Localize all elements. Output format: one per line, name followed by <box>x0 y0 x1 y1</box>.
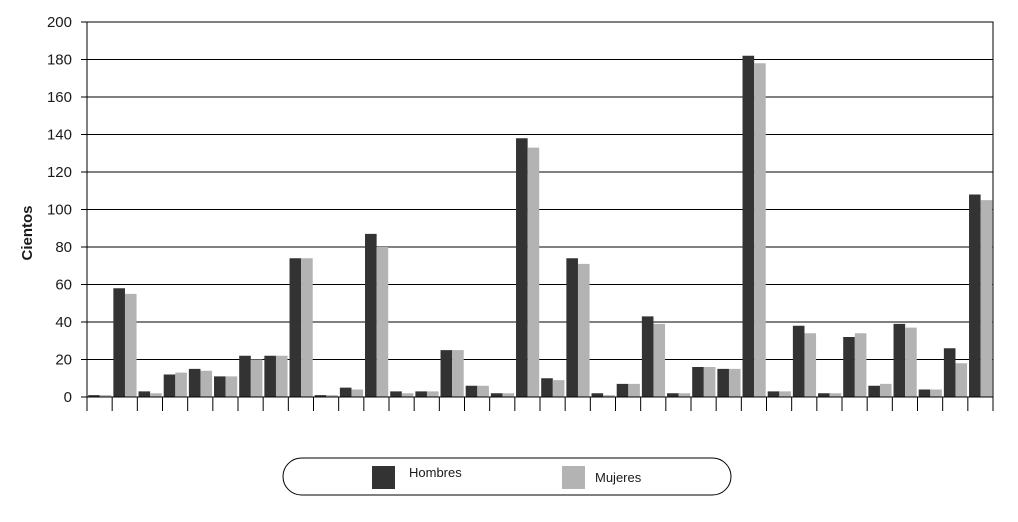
bar-mujeres-21 <box>628 383 640 398</box>
bar-hombres-35 <box>969 194 981 397</box>
y-tick-label: 20 <box>55 352 72 369</box>
bar-mujeres-17 <box>527 147 540 398</box>
bars <box>88 55 993 398</box>
legend-label-mujeres: Mujeres <box>595 470 642 485</box>
bar-hombres-6 <box>239 355 251 397</box>
bar-hombres-30 <box>843 337 855 397</box>
bar-hombres-7 <box>264 355 276 397</box>
bar-mujeres-29 <box>829 393 842 397</box>
bar-hombres-25 <box>717 368 729 398</box>
bar-hombres-0 <box>88 395 100 398</box>
bar-mujeres-10 <box>351 389 364 397</box>
bar-hombres-5 <box>214 376 226 398</box>
bar-hombres-15 <box>465 385 478 397</box>
bar-hombres-34 <box>943 348 956 397</box>
bar-hombres-24 <box>692 367 704 397</box>
bar-mujeres-20 <box>603 395 615 398</box>
bar-mujeres-18 <box>552 380 565 398</box>
y-tick-label: 140 <box>47 127 72 144</box>
bar-mujeres-27 <box>779 391 791 398</box>
bar-hombres-16 <box>490 393 503 397</box>
y-axis-title: Cientos <box>19 205 36 260</box>
bar-hombres-18 <box>541 378 553 397</box>
bar-mujeres-31 <box>879 383 892 398</box>
bar-mujeres-24 <box>703 367 716 397</box>
y-tick-label: 180 <box>47 52 72 69</box>
bar-mujeres-6 <box>250 359 263 397</box>
bar-hombres-14 <box>440 350 453 398</box>
bar-mujeres-2 <box>150 393 162 397</box>
bar-mujeres-0 <box>99 395 112 398</box>
bar-mujeres-12 <box>401 393 414 397</box>
legend: Hombres Mujeres <box>282 457 732 496</box>
legend-swatch-mujeres <box>562 466 585 489</box>
y-tick-label: 0 <box>64 389 72 406</box>
legend-label-hombres: Hombres <box>409 465 462 480</box>
y-tick-label: 100 <box>47 202 72 219</box>
y-tick-label: 120 <box>47 164 72 181</box>
bar-mujeres-1 <box>124 293 137 398</box>
legend-swatch-hombres <box>372 466 395 489</box>
bar-mujeres-23 <box>678 393 691 397</box>
y-tick-label: 160 <box>47 89 72 106</box>
bar-hombres-1 <box>113 288 125 397</box>
bar-hombres-8 <box>289 258 302 397</box>
bar-hombres-22 <box>641 316 654 398</box>
bar-mujeres-33 <box>930 389 942 397</box>
bar-hombres-12 <box>390 391 402 398</box>
bar-mujeres-30 <box>854 333 867 397</box>
bar-mujeres-8 <box>301 258 313 397</box>
bar-mujeres-15 <box>477 385 489 397</box>
bar-hombres-17 <box>516 138 528 397</box>
bar-mujeres-32 <box>905 327 917 398</box>
bar-hombres-33 <box>918 389 931 397</box>
bar-mujeres-35 <box>980 200 993 398</box>
bar-hombres-21 <box>616 383 629 398</box>
bar-hombres-13 <box>415 391 427 398</box>
y-tick-label: 60 <box>55 277 72 294</box>
y-tick-label: 200 <box>47 14 72 31</box>
bar-mujeres-11 <box>376 247 389 397</box>
y-tick-label: 80 <box>55 239 72 256</box>
bar-mujeres-3 <box>175 372 187 398</box>
bar-hombres-32 <box>893 323 906 398</box>
bar-hombres-10 <box>339 387 352 398</box>
bar-hombres-28 <box>792 325 805 397</box>
bar-mujeres-5 <box>225 376 238 398</box>
bar-hombres-23 <box>667 393 679 397</box>
legend-box <box>282 457 732 496</box>
bar-hombres-4 <box>188 368 201 398</box>
bar-hombres-31 <box>868 385 880 397</box>
bar-mujeres-34 <box>955 363 968 397</box>
bar-mujeres-4 <box>200 370 213 397</box>
plot-frame <box>86 21 994 398</box>
bar-hombres-29 <box>818 393 830 397</box>
x-axis-ticks <box>86 397 994 411</box>
bar-mujeres-13 <box>426 391 439 398</box>
bar-mujeres-16 <box>502 393 515 397</box>
bar-hombres-26 <box>742 55 755 397</box>
y-tick-label: 40 <box>55 314 72 331</box>
bar-mujeres-28 <box>804 333 817 397</box>
bar-hombres-19 <box>566 258 578 397</box>
bar-hombres-2 <box>138 391 151 398</box>
bar-hombres-3 <box>163 374 176 397</box>
bar-hombres-11 <box>365 233 377 398</box>
bar-hombres-27 <box>767 391 780 398</box>
bar-mujeres-26 <box>754 63 766 397</box>
bar-mujeres-25 <box>728 368 741 398</box>
bar-mujeres-22 <box>653 323 666 398</box>
bar-mujeres-14 <box>452 350 464 398</box>
bar-mujeres-7 <box>275 355 288 397</box>
bar-mujeres-9 <box>326 395 338 398</box>
y-axis-ticks: 0 20 40 60 80 100 120 140 160 180 200 <box>47 14 87 406</box>
bar-hombres-9 <box>314 395 327 398</box>
bar-hombres-20 <box>591 393 604 397</box>
bar-mujeres-19 <box>577 263 590 398</box>
